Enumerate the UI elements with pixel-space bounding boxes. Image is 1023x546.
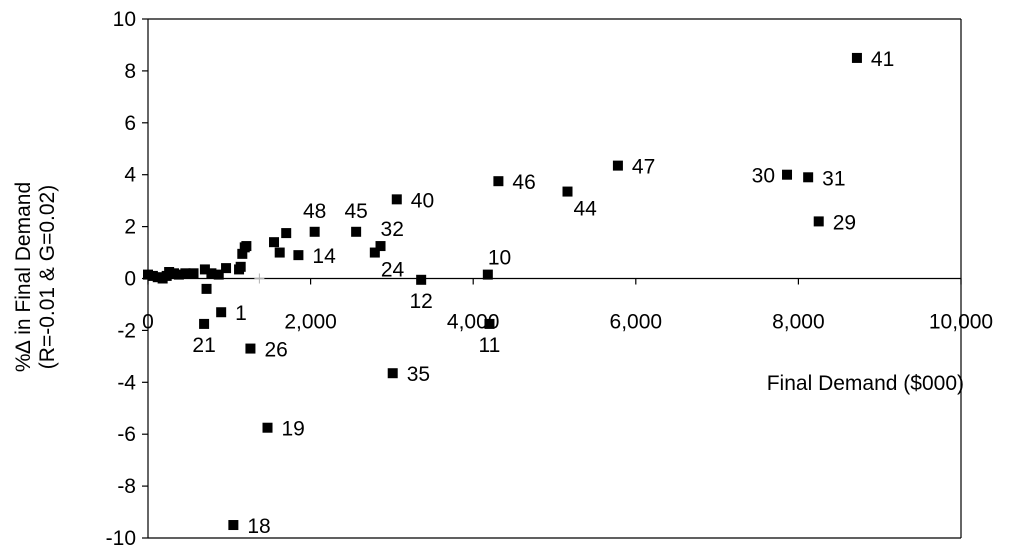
data-label-31: 31 [822,167,845,190]
y-tick-label: -10 [106,527,136,546]
data-point-21 [199,318,210,329]
x-tick-label: 8,000 [772,311,825,334]
x-tick-label: 0 [142,311,154,334]
data-point [201,283,212,294]
data-point-32 [375,241,386,252]
data-label-40: 40 [411,189,434,212]
data-label-26: 26 [264,339,287,362]
data-point-18 [228,520,239,531]
data-points [143,52,862,531]
y-axis-title-line-2: (R=-0.01 & G=0.02) [36,185,59,369]
data-point-29 [813,216,824,227]
data-label-32: 32 [381,218,404,241]
data-point-31 [803,172,814,183]
data-label-10: 10 [488,247,511,270]
y-tick-label: -8 [117,475,136,498]
y-tick-label: 10 [113,8,136,31]
data-point-46 [493,176,504,187]
data-point-12 [416,274,427,285]
data-point [180,268,191,279]
data-label-29: 29 [833,211,856,234]
data-point [274,247,285,258]
x-tick-label: 6,000 [610,311,663,334]
data-point [237,248,248,259]
data-point-48 [309,226,320,237]
y-axis-title-line-1: %∆ in Final Demand [12,182,35,372]
data-point [235,261,246,272]
data-point [213,269,224,280]
y-tick-label: 0 [124,268,136,291]
data-point [206,268,217,279]
data-point [281,228,292,239]
data-point-26 [245,343,256,354]
y-tick-label: 2 [124,216,136,239]
data-label-24: 24 [381,259,405,282]
y-tick-label: -6 [117,423,136,446]
x-tick-label: 10,000 [929,311,993,334]
data-label-35: 35 [407,363,430,386]
data-label-21: 21 [192,334,215,357]
data-point [199,264,210,275]
data-point-10 [482,269,493,280]
data-point-41 [851,52,862,63]
y-tick-label: 8 [124,60,136,83]
data-point-14 [293,250,304,261]
data-label-41: 41 [871,48,894,71]
data-label-19: 19 [282,418,305,441]
data-point-24 [369,247,380,258]
y-tick-label: -4 [117,371,136,394]
data-label-48: 48 [303,200,326,223]
data-point [269,237,280,248]
data-point-35 [387,368,398,379]
data-label-44: 44 [574,198,598,221]
data-point [173,269,184,280]
data-point-44 [562,186,573,197]
data-label-30: 30 [752,165,775,188]
data-label-14: 14 [312,245,336,268]
data-point-40 [391,194,402,205]
data-label-46: 46 [512,171,535,194]
data-point-19 [262,422,273,433]
data-point [241,241,252,252]
data-point [221,263,232,274]
data-point-47 [612,160,623,171]
x-axis-title: Final Demand ($000) [767,372,964,395]
data-point-11 [484,318,495,329]
y-axis-title: %∆ in Final Demand (R=-0.01 & G=0.02) [12,182,59,372]
y-tick-label: 6 [124,112,136,135]
y-tick-label: -2 [117,319,136,342]
data-label-18: 18 [247,515,270,538]
data-label-1: 1 [235,302,247,325]
x-tick-label: 2,000 [284,311,337,334]
data-point-1 [216,307,227,318]
data-label-45: 45 [344,200,367,223]
data-label-11: 11 [479,334,501,357]
data-label-47: 47 [632,156,655,179]
axes [142,18,962,539]
data-point-30 [782,169,793,180]
y-tick-label: 4 [124,164,136,187]
data-point [188,268,199,279]
data-label-12: 12 [409,290,432,313]
data-point-45 [351,226,362,237]
